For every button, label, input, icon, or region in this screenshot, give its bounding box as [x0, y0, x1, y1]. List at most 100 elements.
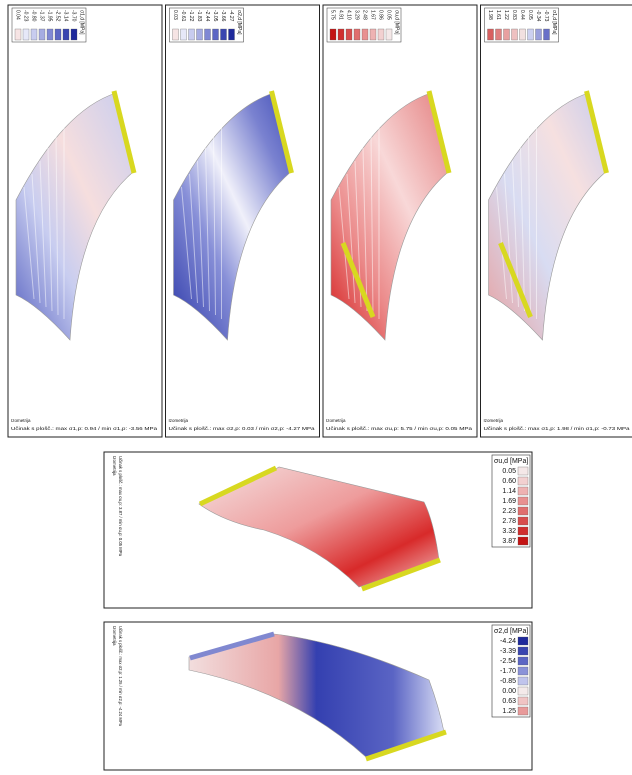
legend-swatch: [229, 29, 235, 40]
legend-value: 0.00: [502, 688, 516, 695]
legend-value: -3.14: [63, 10, 69, 22]
legend-swatch: [370, 29, 376, 40]
legend-value: -1.95: [47, 10, 53, 22]
legend-swatch: [205, 29, 211, 40]
legend-title: σ1,d [MPa]: [79, 10, 85, 35]
legend: σ1,d [MPa]-0.73-0.340.050.440.831.221.61…: [485, 8, 559, 42]
legend-swatch: [518, 697, 528, 705]
legend-swatch: [386, 29, 392, 40]
legend-swatch: [71, 29, 77, 40]
legend-value: -0.34: [535, 10, 541, 22]
legend-value: 3.29: [354, 10, 360, 20]
legend-value: -3.66: [220, 10, 226, 22]
legend-value: -2.44: [204, 10, 210, 22]
legend-value: 3.32: [502, 528, 516, 535]
caption: Učinak s plošč.: max σ1,p: 0.94 / min σ1…: [11, 426, 158, 431]
legend-value: 4.91: [338, 10, 344, 20]
legend-swatch: [31, 29, 37, 40]
legend-swatch: [55, 29, 61, 40]
legend-value: -3.70: [71, 10, 77, 22]
legend-swatch: [354, 29, 360, 40]
view-label: Izometrija: [326, 418, 346, 423]
legend-swatch: [63, 29, 69, 40]
legend-value: 4.10: [346, 10, 352, 20]
legend-value: 0.03: [172, 10, 178, 20]
legend-value: 0.83: [511, 10, 517, 20]
view-label: Izometrija: [169, 418, 189, 423]
legend-swatch: [518, 477, 528, 485]
legend-swatch: [518, 667, 528, 675]
caption: Učinak s plošč.: max σ2,p: 0.03 / min σ2…: [169, 426, 316, 431]
caption: Učinak s plošč.: max σ2,p: 1.25 / min σ2…: [118, 626, 123, 727]
legend-value: -1.37: [39, 10, 45, 22]
legend-value: 1.22: [503, 10, 509, 20]
legend-value: 2.78: [502, 518, 516, 525]
legend-swatch: [518, 657, 528, 665]
legend-swatch: [518, 487, 528, 495]
legend-swatch: [518, 527, 528, 535]
legend-swatch: [496, 29, 502, 40]
legend-value: 0.04: [15, 10, 21, 20]
legend-value: 2.23: [502, 508, 516, 515]
legend-value: -0.61: [180, 10, 186, 22]
legend-swatch: [518, 497, 528, 505]
legend-swatch: [504, 29, 510, 40]
legend-value: 0.86: [378, 10, 384, 20]
legend-swatch: [362, 29, 368, 40]
legend-swatch: [520, 29, 526, 40]
legend-swatch: [213, 29, 219, 40]
legend-swatch: [346, 29, 352, 40]
legend-swatch: [518, 647, 528, 655]
legend-title: σu,d [MPa]: [494, 458, 528, 465]
view-label: Izometrija: [112, 626, 117, 646]
legend-value: 1.14: [502, 488, 516, 495]
legend-swatch: [536, 29, 542, 40]
legend-swatch: [518, 507, 528, 515]
legend-title: σ2,d [MPa]: [494, 628, 528, 635]
legend-swatch: [544, 29, 550, 40]
legend-value: 3.87: [502, 538, 516, 545]
legend-swatch: [518, 517, 528, 525]
legend-value: 0.44: [519, 10, 525, 20]
legend-value: 0.05: [502, 468, 516, 475]
legend-value: -1.70: [500, 668, 516, 675]
legend-value: 1.69: [502, 498, 516, 505]
caption: Učinak s plošč.: max σu,p: 5.75 / min σu…: [326, 426, 473, 431]
legend-value: 0.05: [527, 10, 533, 20]
legend: σ2,d [MPa]-4.27-3.66-3.05-2.44-1.83-1.22…: [170, 8, 244, 42]
view-label: Izometrija: [484, 418, 504, 423]
legend-swatch: [197, 29, 203, 40]
legend-title: σ1,d [MPa]: [551, 10, 557, 35]
legend-value: -3.39: [500, 648, 516, 655]
legend-swatch: [488, 29, 494, 40]
legend-value: 0.05: [386, 10, 392, 20]
legend-value: -0.85: [500, 678, 516, 685]
legend-swatch: [181, 29, 187, 40]
legend-value: 0.60: [502, 478, 516, 485]
legend-value: -0.23: [23, 10, 29, 22]
legend-swatch: [512, 29, 518, 40]
screenshot: σ1,d [MPa]-3.70-3.14-2.52-1.95-1.37-0.80…: [0, 0, 632, 775]
legend-value: 5.75: [330, 10, 336, 20]
legend-swatch: [23, 29, 29, 40]
legend-swatch: [518, 467, 528, 475]
legend-swatch: [528, 29, 534, 40]
legend-swatch: [189, 29, 195, 40]
caption: Učinak s plošč.: max σ1,p: 1.98 / min σ1…: [484, 426, 631, 431]
legend-value: 1.67: [370, 10, 376, 20]
view-label: Izometrija: [112, 456, 117, 476]
legend-swatch: [47, 29, 53, 40]
legend: σ1,d [MPa]-3.70-3.14-2.52-1.95-1.37-0.80…: [12, 8, 86, 42]
legend-value: 1.98: [487, 10, 493, 20]
legend-value: -1.22: [188, 10, 194, 22]
legend-value: -3.05: [212, 10, 218, 22]
legend-swatch: [173, 29, 179, 40]
legend-value: -2.52: [55, 10, 61, 22]
legend-swatch: [518, 677, 528, 685]
legend-value: -2.54: [500, 658, 516, 665]
legend-swatch: [221, 29, 227, 40]
legend-swatch: [518, 687, 528, 695]
legend: σu,d [MPa]0.050.861.672.483.294.104.915.…: [327, 8, 401, 42]
view-label: Izometrija: [11, 418, 31, 423]
legend-value: -0.73: [543, 10, 549, 22]
